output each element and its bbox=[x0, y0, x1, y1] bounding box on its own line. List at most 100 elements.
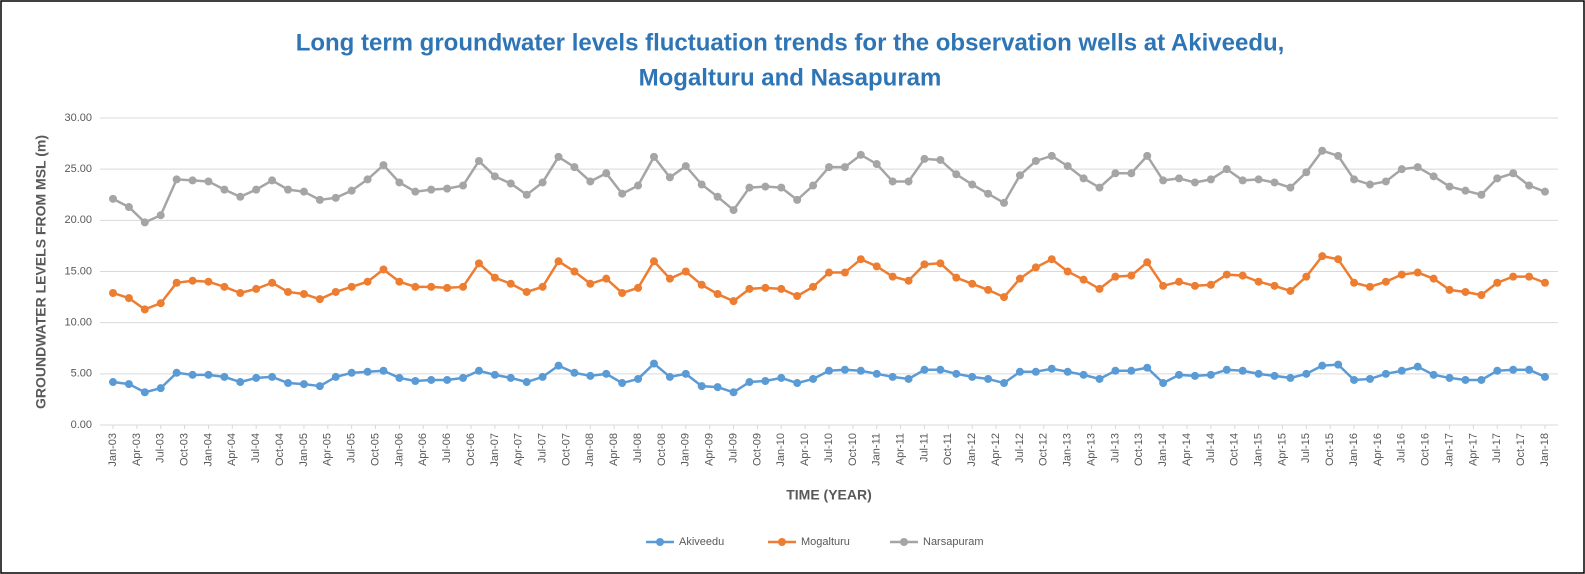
data-point bbox=[1493, 366, 1502, 375]
x-tick-label: Jan-11 bbox=[871, 433, 883, 466]
data-point bbox=[1350, 375, 1359, 384]
data-point bbox=[888, 272, 897, 281]
data-point bbox=[570, 368, 579, 377]
data-point bbox=[459, 373, 468, 382]
data-point bbox=[395, 373, 404, 382]
data-point bbox=[284, 185, 293, 194]
x-tick-label: Jan-09 bbox=[680, 433, 692, 467]
data-point bbox=[1541, 187, 1549, 196]
x-axis-title: TIME (YEAR) bbox=[786, 487, 872, 503]
legend-marker bbox=[656, 538, 664, 546]
data-point bbox=[1000, 379, 1009, 388]
data-point bbox=[1445, 285, 1454, 294]
data-point bbox=[331, 372, 340, 381]
data-point bbox=[299, 187, 308, 196]
data-point bbox=[729, 297, 738, 306]
data-point bbox=[697, 180, 706, 189]
data-point bbox=[411, 187, 420, 196]
x-tick-label: Jan-04 bbox=[202, 433, 214, 467]
data-point bbox=[172, 175, 181, 184]
data-point bbox=[586, 177, 595, 186]
x-tick-label: Jan-14 bbox=[1157, 433, 1169, 467]
data-point bbox=[713, 192, 722, 201]
data-point bbox=[745, 284, 754, 293]
legend-label: Akiveedu bbox=[679, 536, 724, 548]
data-point bbox=[236, 378, 245, 387]
data-point bbox=[236, 288, 245, 297]
data-point bbox=[522, 287, 531, 296]
data-point bbox=[1397, 366, 1406, 375]
data-point bbox=[284, 379, 293, 388]
data-point bbox=[1381, 277, 1390, 286]
x-tick-label: Apr-10 bbox=[799, 433, 811, 466]
data-point bbox=[1477, 291, 1486, 300]
data-point bbox=[1509, 169, 1518, 178]
data-point bbox=[1143, 258, 1152, 267]
data-point bbox=[952, 170, 961, 179]
legend-marker bbox=[900, 538, 908, 546]
x-tick-label: Jul-11 bbox=[918, 433, 930, 462]
x-tick-label: Jan-15 bbox=[1253, 433, 1265, 467]
data-point bbox=[586, 371, 595, 380]
data-point bbox=[347, 186, 356, 195]
data-point bbox=[188, 176, 197, 185]
data-point bbox=[697, 382, 706, 391]
y-axis-title: GROUNDWATER LEVELS FROM MSL (m) bbox=[33, 135, 49, 409]
data-point bbox=[1063, 162, 1072, 171]
data-point bbox=[363, 175, 372, 184]
data-point bbox=[761, 283, 770, 292]
data-point bbox=[443, 375, 452, 384]
data-point bbox=[936, 155, 945, 164]
data-point bbox=[984, 285, 993, 294]
data-point bbox=[856, 150, 865, 159]
data-point bbox=[618, 288, 627, 297]
data-point bbox=[809, 181, 818, 190]
data-point bbox=[538, 372, 547, 381]
data-point bbox=[1063, 367, 1072, 376]
data-point bbox=[124, 203, 133, 212]
x-tick-label: Jan-06 bbox=[393, 433, 405, 467]
data-point bbox=[1286, 183, 1295, 192]
data-point bbox=[809, 374, 818, 383]
data-point bbox=[634, 283, 643, 292]
data-point bbox=[1302, 272, 1311, 281]
data-point bbox=[1381, 369, 1390, 378]
x-tick-label: Jan-03 bbox=[107, 433, 119, 467]
data-point bbox=[1429, 370, 1438, 379]
x-tick-label: Jan-16 bbox=[1348, 433, 1360, 467]
data-point bbox=[968, 372, 977, 381]
y-tick-label: 5.00 bbox=[71, 368, 92, 380]
data-point bbox=[443, 283, 452, 292]
data-point bbox=[1127, 366, 1136, 375]
data-point bbox=[490, 370, 499, 379]
data-point bbox=[936, 259, 945, 268]
data-point bbox=[602, 369, 611, 378]
data-point bbox=[586, 279, 595, 288]
data-point bbox=[252, 284, 261, 293]
data-point bbox=[649, 257, 658, 266]
data-point bbox=[602, 274, 611, 283]
data-point bbox=[1190, 371, 1199, 380]
data-point bbox=[220, 372, 229, 381]
x-tick-label: Jan-05 bbox=[298, 433, 310, 467]
data-point bbox=[538, 282, 547, 291]
x-tick-label: Oct-11 bbox=[942, 433, 954, 465]
data-point bbox=[1350, 278, 1359, 287]
data-point bbox=[1159, 176, 1168, 185]
data-point bbox=[793, 292, 802, 301]
data-point bbox=[1079, 174, 1088, 183]
data-point bbox=[1254, 175, 1263, 184]
data-point bbox=[1525, 181, 1534, 190]
data-point bbox=[315, 195, 324, 204]
data-point bbox=[665, 173, 674, 182]
data-point bbox=[745, 378, 754, 387]
data-point bbox=[904, 276, 913, 285]
x-tick-label: Jan-13 bbox=[1062, 433, 1074, 467]
data-point bbox=[474, 366, 483, 375]
data-point bbox=[172, 368, 181, 377]
data-point bbox=[872, 160, 881, 169]
chart-title: Long term groundwater levels fluctuation… bbox=[296, 29, 1285, 56]
data-point bbox=[315, 382, 324, 391]
data-point bbox=[331, 287, 340, 296]
